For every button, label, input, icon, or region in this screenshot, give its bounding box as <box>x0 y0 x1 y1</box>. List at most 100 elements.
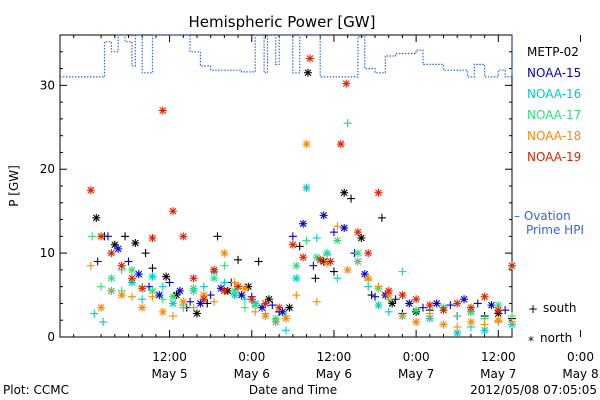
data-point <box>494 306 503 315</box>
data-point <box>343 265 352 274</box>
data-point <box>371 292 380 301</box>
data-point <box>203 299 212 308</box>
y-axis-label: P [GW] <box>7 165 21 207</box>
data-point <box>384 307 393 316</box>
data-point <box>189 303 198 312</box>
data-point <box>230 278 239 287</box>
data-point <box>453 312 462 321</box>
data-point <box>240 295 249 304</box>
data-point <box>86 186 95 195</box>
data-point <box>175 286 184 295</box>
data-point <box>374 188 383 197</box>
data-point <box>312 297 321 306</box>
data-point <box>210 265 219 274</box>
data-point <box>453 328 462 337</box>
data-point <box>466 303 475 312</box>
data-point <box>169 292 177 301</box>
data-point <box>460 295 469 304</box>
data-point <box>316 255 325 264</box>
marker-legend-north: * north <box>528 331 572 348</box>
data-point <box>107 274 116 283</box>
data-point <box>264 295 273 304</box>
legend-entry: NOAA-19 <box>527 150 581 164</box>
data-point <box>292 291 301 300</box>
data-point <box>333 236 342 245</box>
data-point <box>343 119 352 128</box>
legend: METP-02 NOAA-15 NOAA-16 NOAA-17 NOAA-18 NOAA-… <box>527 45 581 164</box>
data-point <box>247 295 256 304</box>
data-point <box>254 257 263 266</box>
data-point <box>234 282 243 291</box>
data-point <box>186 297 195 306</box>
data-point <box>138 303 147 312</box>
data-point <box>288 240 297 249</box>
data-point <box>145 282 154 291</box>
data-point <box>309 261 318 270</box>
data-point <box>148 264 157 273</box>
data-point <box>117 291 126 300</box>
data-point <box>121 232 130 241</box>
data-point <box>326 257 335 266</box>
data-point <box>99 317 108 326</box>
data-point <box>418 303 427 312</box>
data-point <box>127 274 136 283</box>
data-point <box>412 295 421 304</box>
data-point <box>244 282 253 291</box>
data-point <box>364 249 373 258</box>
data-point <box>179 297 188 306</box>
data-point <box>299 219 308 228</box>
data-point <box>189 274 198 283</box>
x-tick-time: 12:00 <box>481 350 516 364</box>
data-point <box>388 299 397 308</box>
north-label: north <box>540 331 572 345</box>
data-point <box>117 261 126 270</box>
data-point <box>374 301 383 310</box>
data-point <box>473 299 482 308</box>
data-point <box>158 307 167 316</box>
data-point <box>302 183 311 192</box>
data-point <box>353 249 362 258</box>
data-point <box>377 213 386 222</box>
x-axis-label: Date and Time <box>249 383 337 397</box>
data-point <box>148 234 157 243</box>
data-point <box>210 274 219 283</box>
ovation-label-line2: Prime HPI <box>526 223 584 237</box>
data-point <box>220 261 229 270</box>
x-tick-time: 12:00 <box>152 350 187 364</box>
data-point <box>158 282 167 291</box>
data-point <box>97 232 106 241</box>
data-point <box>364 274 373 283</box>
data-point <box>312 234 321 243</box>
data-point <box>285 303 294 312</box>
data-point <box>275 303 284 312</box>
data-point <box>92 213 101 222</box>
data-point <box>148 292 157 301</box>
data-point <box>323 250 332 259</box>
legend-entry: NOAA-17 <box>527 108 581 122</box>
data-point <box>127 265 136 274</box>
data-point <box>439 306 448 315</box>
data-point <box>295 242 304 251</box>
x-tick-date: May 7 <box>480 367 516 381</box>
data-point <box>466 317 475 326</box>
data-point <box>282 326 290 335</box>
x-tick-date: May 5 <box>151 367 187 381</box>
y-tick-label: 30 <box>40 78 55 92</box>
y-tick-label: 20 <box>40 162 55 176</box>
data-point <box>138 295 147 304</box>
data-point <box>508 261 516 270</box>
chart-title: Hemispheric Power [GW] <box>189 13 376 31</box>
data-point <box>220 249 229 258</box>
data-point <box>158 295 167 304</box>
y-tick-label: 0 <box>47 330 55 344</box>
data-point <box>93 257 102 266</box>
x-axis: 12:00 May 5 0:00 May 6 12:00 May 6 0:00 May 7 12… <box>73 35 599 381</box>
legend-entry: NOAA-16 <box>527 87 581 101</box>
data-point <box>134 270 143 279</box>
data-point <box>141 249 150 258</box>
data-point <box>169 312 177 321</box>
data-point <box>234 255 243 264</box>
data-point <box>347 194 356 203</box>
data-point <box>103 232 112 241</box>
data-point <box>282 314 290 323</box>
